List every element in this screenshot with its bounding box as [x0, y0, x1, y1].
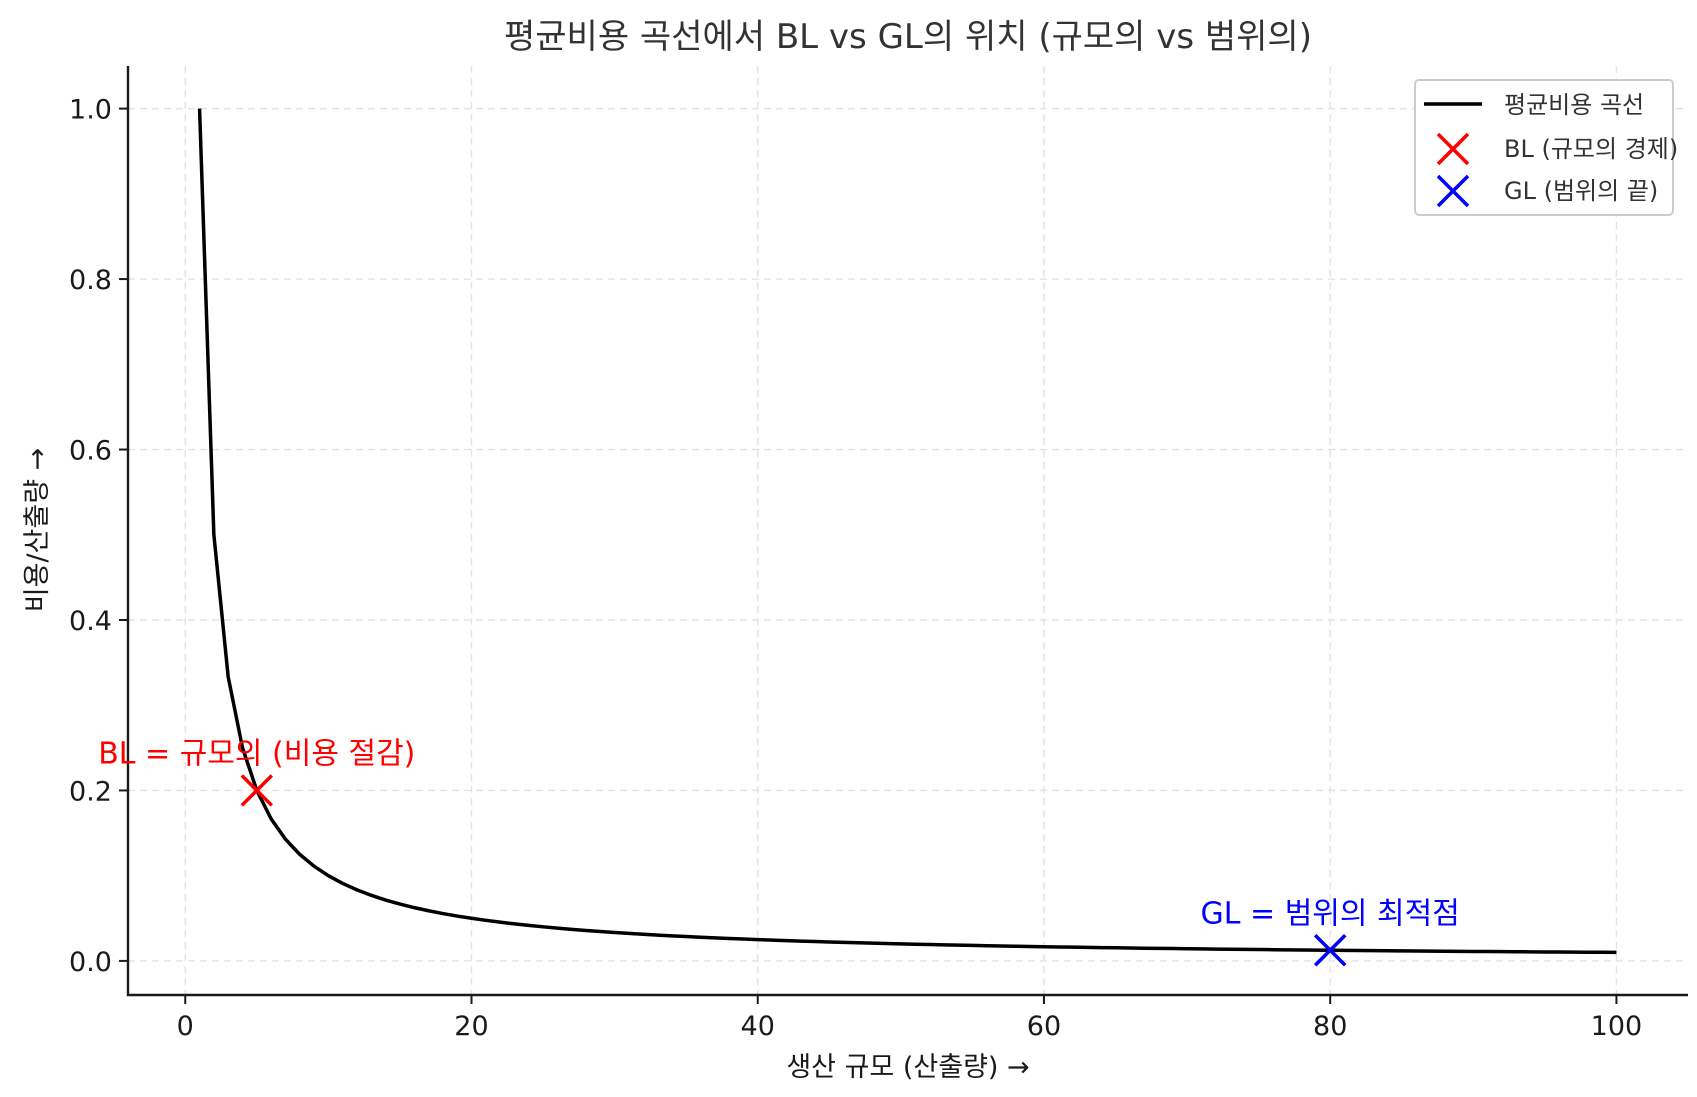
gl-marker — [1313, 934, 1347, 967]
x-axis-label: 생산 규모 (산출량) → — [786, 1052, 1029, 1083]
legend-label-curve: 평균비용 곡선 — [1504, 91, 1644, 119]
legend-marker-bl — [1436, 132, 1470, 166]
y-tick-label: 0.0 — [69, 947, 112, 978]
legend-frame — [1414, 79, 1674, 216]
y-tick-label: 1.0 — [69, 95, 112, 126]
annotations: BL = 규모의 (비용 절감) GL = 범위의 최적점 — [98, 736, 1460, 931]
x-tick-label: 0 — [177, 1011, 194, 1042]
y-tick-label: 0.2 — [69, 776, 112, 807]
x-tick-label: 60 — [1027, 1011, 1061, 1042]
annotation-bl: BL = 규모의 (비용 절감) — [98, 736, 415, 771]
y-tick-label: 0.8 — [69, 265, 112, 296]
x-tick-label: 40 — [741, 1011, 775, 1042]
axis-spines — [126, 66, 1688, 997]
bl-marker — [240, 774, 274, 807]
average-cost-curve — [197, 108, 1617, 955]
x-tick-label: 80 — [1313, 1011, 1347, 1042]
legend-marker-gl — [1436, 174, 1470, 208]
grid-lines — [128, 66, 1688, 995]
axis-ticks: 0 20 40 60 80 100 0.0 0.2 0.4 0.6 0.8 1.0 — [69, 95, 1642, 1042]
y-tick-label: 0.4 — [69, 606, 112, 637]
x-tick-label: 20 — [454, 1011, 488, 1042]
legend: 평균비용 곡선 BL (규모의 경제) GL (범위의 끝) — [1414, 79, 1678, 216]
chart-title: 평균비용 곡선에서 BL vs GL의 위치 (규모의 vs 범위의) — [504, 17, 1312, 57]
y-tick-label: 0.6 — [69, 436, 112, 467]
x-tick-label: 100 — [1591, 1011, 1643, 1042]
annotation-gl: GL = 범위의 최적점 — [1201, 896, 1460, 931]
axes — [126, 66, 1688, 997]
y-axis-label: 비용/산출량 → — [22, 448, 53, 613]
series-layer — [197, 108, 1617, 967]
legend-label-bl: BL (규모의 경제) — [1504, 135, 1678, 163]
legend-label-gl: GL (범위의 끝) — [1504, 177, 1658, 205]
